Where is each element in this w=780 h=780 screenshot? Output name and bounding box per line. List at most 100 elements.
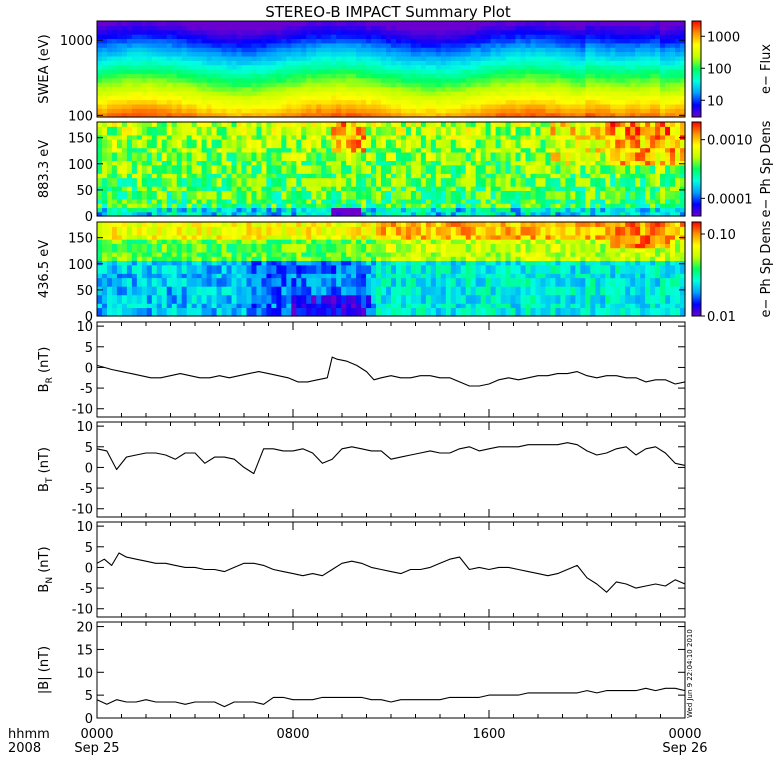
spectrogram-cell	[356, 29, 362, 35]
spectrogram-cell	[231, 126, 238, 132]
spectrogram-cell	[460, 103, 467, 109]
spectrogram-cell	[540, 190, 547, 196]
spectrogram-cell	[366, 173, 372, 179]
spectrogram-cell	[146, 112, 153, 118]
spectrogram-cell	[361, 207, 367, 213]
spectrogram-cell	[440, 164, 447, 170]
spectrogram-cell	[485, 60, 492, 66]
spectrogram-cell	[371, 186, 377, 191]
spectrogram-cell	[341, 164, 347, 170]
spectrogram-cell	[590, 42, 596, 48]
spectrogram-cell	[580, 108, 586, 114]
spectrogram-cell	[241, 190, 248, 196]
spectrogram-cell	[301, 164, 307, 170]
spectrogram-cell	[410, 207, 417, 213]
spectrogram-cell	[376, 194, 382, 200]
spectrogram-cell	[500, 126, 507, 132]
spectrogram-cell	[361, 112, 367, 118]
spectrogram-cell	[545, 55, 552, 61]
spectrogram-cell	[196, 60, 203, 66]
spectrogram-cell	[336, 21, 342, 26]
spectrogram-cell	[580, 38, 586, 44]
spectrogram-cell	[311, 151, 317, 157]
spectrogram-cell	[470, 99, 477, 105]
spectrogram-cell	[415, 203, 422, 209]
spectrogram-cell	[311, 25, 317, 31]
spectrogram-cell	[186, 147, 193, 153]
spectrogram-cell	[425, 38, 432, 44]
spectrogram-cell	[415, 198, 422, 204]
spectrogram-cell	[151, 21, 158, 26]
spectrogram-cell	[475, 25, 482, 31]
spectrogram-cell	[326, 64, 332, 70]
spectrogram-cell	[191, 177, 198, 183]
spectrogram-cell	[361, 169, 367, 174]
spectrogram-cell	[545, 77, 552, 83]
spectrogram-cell	[430, 95, 437, 101]
spectrogram-cell	[101, 130, 108, 136]
spectrogram-cell	[251, 164, 258, 170]
spectrogram-cell	[181, 147, 188, 153]
spectrogram-cell	[480, 181, 487, 187]
spectrogram-cell	[570, 103, 576, 109]
spectrogram-cell	[346, 164, 352, 170]
spectrogram-cell	[450, 177, 457, 183]
spectrogram-cell	[605, 73, 611, 79]
spectrogram-cell	[495, 86, 502, 92]
spectrogram-cell	[515, 177, 522, 183]
spectrogram-cell	[271, 55, 277, 61]
spectrogram-cell	[440, 60, 447, 66]
spectrogram-cell	[430, 147, 437, 153]
spectrogram-cell	[226, 126, 233, 132]
spectrogram-cell	[221, 51, 228, 57]
spectrogram-cell	[226, 173, 233, 179]
spectrogram-cell	[595, 60, 601, 66]
spectrogram-cell	[351, 122, 357, 127]
spectrogram-cell	[610, 126, 616, 132]
spectrogram-cell	[500, 69, 507, 74]
spectrogram-cell	[465, 147, 472, 153]
spectrogram-cell	[565, 112, 571, 118]
spectrogram-cell	[251, 95, 258, 101]
spectrogram-cell	[231, 47, 238, 53]
spectrogram-cell	[515, 143, 522, 149]
spectrogram-cell	[610, 90, 616, 96]
spectrogram-cell	[251, 38, 258, 44]
spectrogram-cell	[391, 64, 397, 70]
spectrogram-cell	[405, 95, 412, 101]
spectrogram-cell	[545, 181, 552, 187]
spectrogram-cell	[326, 108, 332, 114]
spectrogram-cell	[211, 90, 218, 96]
spectrogram-cell	[560, 177, 566, 183]
spectrogram-cell	[470, 34, 477, 40]
spectrogram-cell	[236, 77, 243, 83]
spectrogram-cell	[206, 130, 213, 136]
spectrogram-cell	[410, 160, 417, 166]
spectrogram-cell	[515, 203, 522, 209]
spectrogram-cell	[435, 34, 442, 40]
spectrogram-cell	[336, 60, 342, 66]
spectrogram-cell	[555, 77, 562, 83]
spectrogram-cell	[565, 190, 571, 196]
spectrogram-cell	[530, 186, 537, 191]
spectrogram-cell	[311, 194, 317, 200]
spectrogram-cell	[445, 55, 452, 61]
spectrogram-cell	[420, 82, 427, 88]
spectrogram-cell	[625, 164, 631, 170]
spectrogram-cell	[620, 55, 626, 61]
spectrogram-cell	[525, 29, 532, 35]
spectrogram-cell	[171, 177, 178, 183]
spectrogram-cell	[196, 134, 203, 140]
spectrogram-cell	[460, 86, 467, 92]
spectrogram-cell	[525, 42, 532, 48]
spectrogram-cell	[116, 95, 123, 101]
spectrogram-cell	[400, 173, 407, 179]
spectrogram-cell	[246, 181, 253, 187]
spectrogram-cell	[126, 190, 133, 196]
spectrogram-cell	[540, 186, 547, 191]
spectrogram-cell	[550, 143, 557, 149]
spectrogram-cell	[376, 82, 382, 88]
spectrogram-cell	[341, 203, 347, 209]
spectrogram-cell	[196, 139, 203, 144]
spectrogram-cell	[301, 143, 307, 149]
